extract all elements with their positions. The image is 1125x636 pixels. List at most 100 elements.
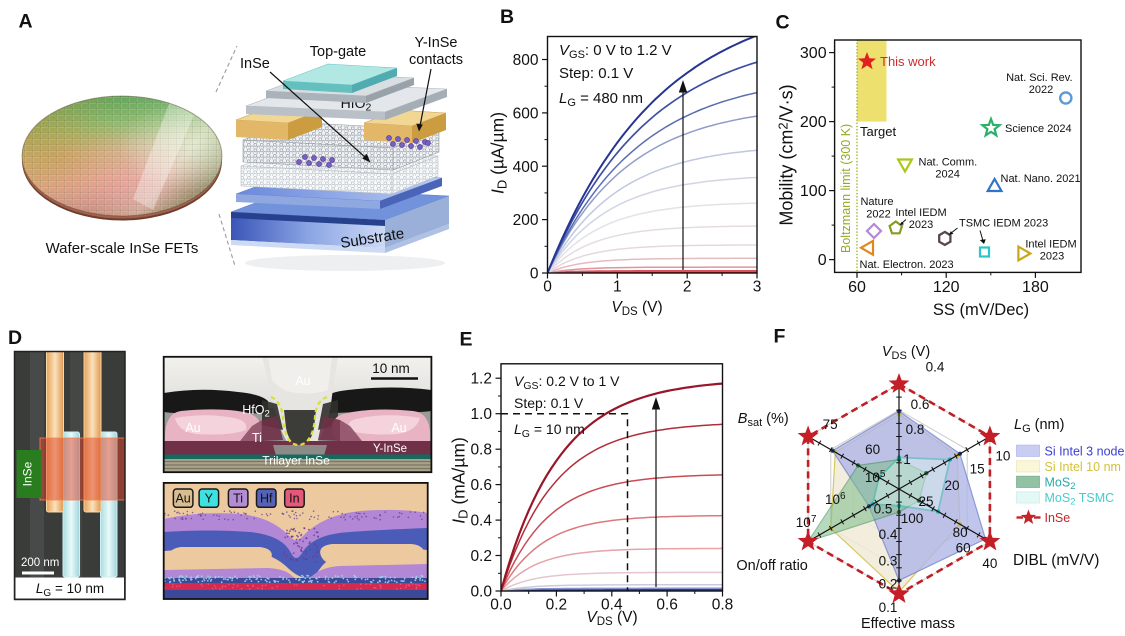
svg-text:80: 80	[953, 525, 968, 540]
svg-text:Step: 0.1 V: Step: 0.1 V	[559, 65, 633, 82]
svg-text:Intel IEDM: Intel IEDM	[895, 207, 946, 219]
svg-text:Intel IEDM: Intel IEDM	[1025, 239, 1076, 251]
svg-text:Hf: Hf	[260, 491, 273, 505]
svg-text:0.4: 0.4	[601, 597, 623, 614]
svg-text:0.1: 0.1	[879, 600, 898, 615]
svg-text:100: 100	[901, 511, 924, 526]
svg-text:0.0: 0.0	[470, 584, 492, 601]
svg-text:2022: 2022	[1029, 84, 1053, 96]
svg-text:Top-gate: Top-gate	[310, 44, 366, 60]
svg-text:180: 180	[1022, 279, 1049, 296]
svg-text:Au: Au	[185, 421, 200, 435]
svg-text:B: B	[500, 6, 514, 28]
svg-text:HfO2: HfO2	[242, 403, 270, 420]
svg-text:75: 75	[823, 417, 838, 432]
svg-text:Trilayer InSe: Trilayer InSe	[262, 454, 330, 468]
svg-text:Nat. Sci. Rev.: Nat. Sci. Rev.	[1006, 72, 1072, 84]
svg-text:Si Intel 10 nm: Si Intel 10 nm	[1045, 460, 1121, 474]
svg-text:Mobility (cm2/V·s): Mobility (cm2/V·s)	[776, 84, 797, 225]
svg-text:60: 60	[865, 442, 880, 457]
svg-text:400: 400	[513, 159, 539, 176]
svg-text:200 nm: 200 nm	[21, 557, 59, 569]
svg-text:10: 10	[995, 449, 1010, 464]
svg-text:D: D	[8, 327, 22, 349]
svg-text:800: 800	[513, 52, 539, 69]
svg-text:1.2: 1.2	[470, 371, 492, 388]
svg-text:2022: 2022	[866, 209, 890, 221]
svg-text:0.6: 0.6	[656, 597, 678, 614]
svg-text:0.6: 0.6	[470, 477, 492, 494]
svg-text:1: 1	[613, 279, 622, 296]
svg-text:200: 200	[800, 114, 827, 131]
svg-text:0.8: 0.8	[470, 442, 492, 459]
svg-text:Ti: Ti	[233, 491, 243, 505]
svg-text:InSe: InSe	[1045, 511, 1071, 525]
svg-text:Si Intel 3 node: Si Intel 3 node	[1045, 444, 1125, 458]
svg-text:2023: 2023	[909, 219, 933, 231]
svg-text:0.8: 0.8	[906, 422, 925, 437]
svg-text:0: 0	[818, 252, 827, 269]
svg-text:Ti: Ti	[252, 431, 262, 445]
svg-text:60: 60	[848, 279, 866, 296]
svg-text:2024: 2024	[935, 169, 959, 181]
svg-text:0.6: 0.6	[911, 397, 930, 412]
svg-text:E: E	[460, 329, 473, 351]
svg-text:VGS: 0.2 V to 1 V: VGS: 0.2 V to 1 V	[514, 373, 620, 392]
svg-text:300: 300	[800, 45, 827, 62]
svg-text:Bsat (%): Bsat (%)	[738, 411, 789, 429]
svg-text:VDS (V): VDS (V)	[586, 609, 637, 628]
svg-text:0.4: 0.4	[926, 360, 945, 375]
svg-text:contacts: contacts	[409, 52, 463, 68]
svg-text:VGS: 0 V to 1.2 V: VGS: 0 V to 1.2 V	[559, 42, 672, 61]
svg-text:Effective mass: Effective mass	[861, 616, 955, 632]
svg-text:Y: Y	[205, 491, 214, 505]
svg-text:0: 0	[530, 266, 539, 283]
svg-text:In: In	[289, 491, 299, 505]
svg-text:120: 120	[933, 279, 960, 296]
svg-text:40: 40	[982, 556, 997, 571]
svg-text:20: 20	[944, 478, 959, 493]
svg-text:Step: 0.1 V: Step: 0.1 V	[514, 395, 584, 411]
svg-text:VDS (V): VDS (V)	[611, 299, 662, 318]
svg-text:VDS (V): VDS (V)	[882, 344, 930, 362]
svg-text:25: 25	[918, 494, 933, 509]
svg-text:InSe: InSe	[240, 56, 270, 72]
svg-text:MoS2: MoS2	[1045, 475, 1076, 492]
svg-text:LG = 10 nm: LG = 10 nm	[36, 581, 104, 599]
svg-text:MoS2 TSMC: MoS2 TSMC	[1045, 491, 1115, 508]
svg-text:2023: 2023	[1040, 251, 1064, 263]
svg-text:Boltzmann limit (300 K): Boltzmann limit (300 K)	[839, 124, 853, 253]
svg-text:On/off ratio: On/off ratio	[736, 558, 807, 574]
svg-text:0: 0	[543, 279, 552, 296]
svg-text:Au: Au	[391, 421, 406, 435]
svg-text:0.2: 0.2	[546, 597, 568, 614]
svg-text:0.4: 0.4	[879, 527, 898, 542]
svg-text:0.5: 0.5	[874, 502, 893, 517]
svg-text:LG = 480 nm: LG = 480 nm	[559, 90, 643, 109]
svg-text:Y-InSe: Y-InSe	[415, 35, 458, 51]
svg-text:SS (mV/Dec): SS (mV/Dec)	[933, 301, 1029, 319]
svg-text:A: A	[19, 11, 33, 33]
svg-text:100: 100	[800, 183, 827, 200]
svg-text:InSe: InSe	[21, 461, 35, 486]
svg-text:60: 60	[956, 540, 971, 555]
svg-text:0.0: 0.0	[490, 597, 512, 614]
svg-text:0.8: 0.8	[712, 597, 734, 614]
svg-text:0.4: 0.4	[470, 513, 492, 530]
svg-text:3: 3	[753, 279, 762, 296]
svg-text:Nature: Nature	[860, 196, 893, 208]
svg-text:0.3: 0.3	[879, 553, 898, 568]
svg-text:15: 15	[970, 462, 985, 477]
svg-text:2: 2	[683, 279, 692, 296]
svg-text:LG (nm): LG (nm)	[1014, 417, 1064, 435]
svg-text:F: F	[774, 326, 786, 348]
svg-text:10 nm: 10 nm	[372, 361, 410, 376]
svg-text:ID (mA/µm): ID (mA/µm)	[449, 437, 471, 524]
svg-text:Science 2024: Science 2024	[1005, 123, 1072, 135]
svg-text:Au: Au	[175, 491, 190, 505]
svg-text:0.2: 0.2	[879, 577, 898, 592]
svg-text:1: 1	[903, 452, 911, 467]
svg-text:TSMC IEDM 2023: TSMC IEDM 2023	[959, 218, 1048, 230]
svg-text:DIBL (mV/V): DIBL (mV/V)	[1013, 552, 1099, 569]
svg-text:ID (µA/µm): ID (µA/µm)	[488, 112, 510, 194]
